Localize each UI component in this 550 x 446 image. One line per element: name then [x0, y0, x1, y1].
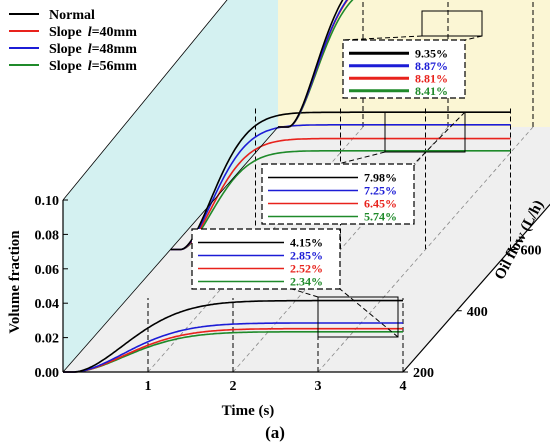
inset-percent-label: 8.41%	[415, 84, 448, 98]
series-line-slope-l-56mm-flow-200	[63, 331, 403, 373]
y-tick-label: 0.02	[35, 332, 60, 347]
y-axis-label: Volume fraction	[7, 230, 23, 334]
inset-panel-flow-200: 4.15%2.85%2.52%2.34%	[191, 228, 399, 338]
y-tick-label: 0.08	[35, 228, 60, 243]
inset-box	[342, 39, 466, 99]
chart-legend: Normal Slope l=40mm Slope l=48mm Slope l=56mm	[9, 8, 137, 74]
y-tick-label: 0.00	[35, 366, 60, 381]
x-tick-label: 2	[230, 379, 237, 394]
series-line-slope-l-48mm-flow-200	[63, 322, 403, 373]
zoom-link-line	[342, 35, 423, 41]
z-tick-label: 400	[467, 305, 488, 320]
z-tick-label: 200	[413, 366, 434, 381]
y-tick-label: 0.10	[35, 194, 60, 209]
chart-insets: 4.15%2.85%2.52%2.34%7.98%7.25%6.45%5.74%…	[191, 10, 483, 338]
zoom-link-line	[337, 151, 386, 165]
legend-entry-label: Normal	[49, 8, 95, 23]
grid-depth-line	[232, 126, 449, 373]
legend-entry-label: Slope l=48mm	[49, 42, 137, 57]
zoom-link-line	[291, 288, 319, 298]
x-tick-label: 4	[400, 379, 407, 394]
legend-entry-label: Slope l=40mm	[49, 25, 137, 40]
zoom-marker-box	[384, 111, 466, 153]
x-tick-label: 1	[145, 379, 152, 394]
inset-percent-label: 2.52%	[290, 262, 323, 276]
inset-panel-flow-1000: 9.35%8.87%8.81%8.41%	[342, 10, 483, 99]
inset-percent-label: 9.35%	[415, 46, 448, 60]
series-line-slope-l-40mm-flow-600	[170, 137, 511, 251]
inset-panel-flow-600: 7.98%7.25%6.45%5.74%	[261, 111, 466, 225]
series-line-slope-l-48mm-flow-1000	[278, 0, 348, 128]
zoom-link-line	[413, 111, 466, 165]
x-axis-label: Time (s)	[222, 403, 275, 419]
zoom-link-line	[339, 288, 399, 338]
inset-percent-label: 2.34%	[290, 275, 323, 289]
side-wall	[63, 0, 278, 372]
inset-percent-label: 6.45%	[364, 197, 397, 211]
series-line-slope-l-56mm-flow-1000	[278, 0, 354, 128]
series-line-normal-flow-1000	[278, 0, 344, 128]
series-line-slope-l-56mm-flow-600	[170, 150, 511, 251]
inset-box	[191, 228, 341, 290]
inset-percent-label: 5.74%	[364, 210, 397, 224]
zoom-marker-box	[317, 296, 399, 338]
inset-box	[261, 163, 415, 225]
series-line-normal-flow-200	[63, 299, 403, 373]
inset-percent-label: 8.87%	[415, 59, 448, 73]
inset-percent-label: 2.85%	[290, 249, 323, 263]
zoom-link-line	[464, 35, 483, 41]
inset-percent-label: 7.98%	[364, 171, 397, 185]
inset-percent-label: 8.81%	[415, 71, 448, 85]
z-tick-label: 600	[521, 244, 542, 259]
y-tick-label: 0.04	[35, 297, 60, 312]
legend-entry-label: Slope l=56mm	[49, 59, 137, 74]
inset-percent-label: 4.15%	[290, 236, 323, 250]
inset-percent-label: 7.25%	[364, 184, 397, 198]
grid-depth-line	[317, 126, 534, 373]
x-tick-label: 3	[315, 379, 322, 394]
y-tick-label: 0.06	[35, 263, 60, 278]
side-wall-top-edge	[62, 0, 228, 201]
series-line-slope-l-40mm-flow-200	[63, 327, 403, 373]
series-line-slope-l-48mm-flow-600	[170, 124, 511, 251]
zoom-marker-box	[421, 10, 483, 37]
figure-label: (a)	[265, 423, 285, 442]
floor-left-edge	[62, 126, 279, 373]
